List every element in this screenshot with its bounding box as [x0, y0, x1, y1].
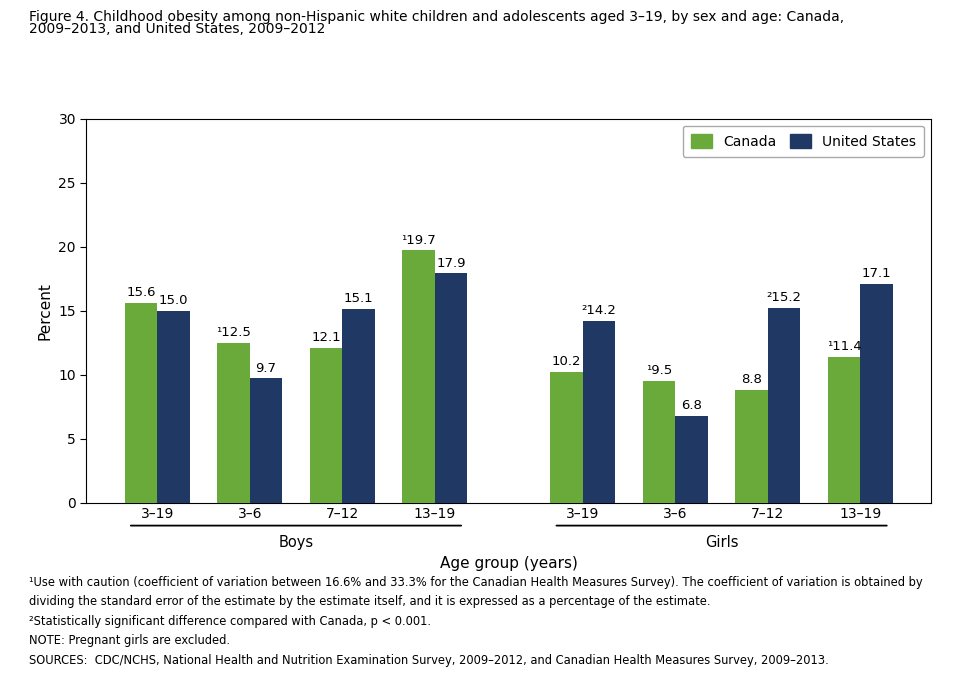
- Bar: [217, 343, 250, 503]
- Text: ²14.2: ²14.2: [582, 304, 616, 317]
- Y-axis label: Percent: Percent: [37, 282, 53, 339]
- Text: ¹19.7: ¹19.7: [401, 234, 436, 246]
- Bar: [250, 378, 282, 503]
- Text: 17.1: 17.1: [862, 267, 892, 280]
- Text: 15.6: 15.6: [127, 286, 156, 299]
- Text: ²Statistically significant difference compared with Canada, p < 0.001.: ²Statistically significant difference co…: [29, 615, 431, 628]
- Text: 12.1: 12.1: [311, 331, 341, 344]
- Text: 2009–2013, and United States, 2009–2012: 2009–2013, and United States, 2009–2012: [29, 22, 325, 36]
- Text: ¹12.5: ¹12.5: [216, 326, 251, 339]
- Text: NOTE: Pregnant girls are excluded.: NOTE: Pregnant girls are excluded.: [29, 634, 229, 648]
- Text: ¹Use with caution (coefficient of variation between 16.6% and 33.3% for the Cana: ¹Use with caution (coefficient of variat…: [29, 576, 923, 589]
- Bar: [157, 311, 189, 503]
- Bar: [860, 283, 893, 503]
- Text: dividing the standard error of the estimate by the estimate itself, and it is ex: dividing the standard error of the estim…: [29, 595, 710, 609]
- Text: 15.1: 15.1: [344, 292, 373, 306]
- Text: 17.9: 17.9: [436, 257, 466, 269]
- Text: Age group (years): Age group (years): [440, 556, 578, 571]
- Bar: [643, 381, 675, 503]
- Bar: [768, 308, 801, 503]
- Text: 15.0: 15.0: [158, 294, 188, 307]
- Text: 6.8: 6.8: [681, 399, 702, 412]
- Text: Boys: Boys: [278, 535, 314, 549]
- Bar: [402, 251, 435, 503]
- Text: Figure 4. Childhood obesity among non-Hispanic white children and adolescents ag: Figure 4. Childhood obesity among non-Hi…: [29, 10, 844, 24]
- Bar: [675, 415, 708, 503]
- Text: 9.7: 9.7: [255, 362, 276, 375]
- Bar: [125, 303, 157, 503]
- Text: Girls: Girls: [705, 535, 738, 549]
- Bar: [550, 372, 583, 503]
- Text: ¹11.4: ¹11.4: [827, 340, 861, 352]
- Bar: [583, 321, 615, 503]
- Bar: [735, 390, 768, 503]
- Bar: [310, 348, 343, 503]
- Text: SOURCES:  CDC/NCHS, National Health and Nutrition Examination Survey, 2009–2012,: SOURCES: CDC/NCHS, National Health and N…: [29, 654, 828, 667]
- Text: 10.2: 10.2: [552, 355, 582, 369]
- Bar: [343, 309, 374, 503]
- Legend: Canada, United States: Canada, United States: [683, 126, 924, 157]
- Bar: [828, 357, 860, 503]
- Text: ²15.2: ²15.2: [767, 291, 802, 304]
- Bar: [435, 274, 468, 503]
- Text: 8.8: 8.8: [741, 373, 762, 386]
- Text: ¹9.5: ¹9.5: [646, 364, 672, 377]
